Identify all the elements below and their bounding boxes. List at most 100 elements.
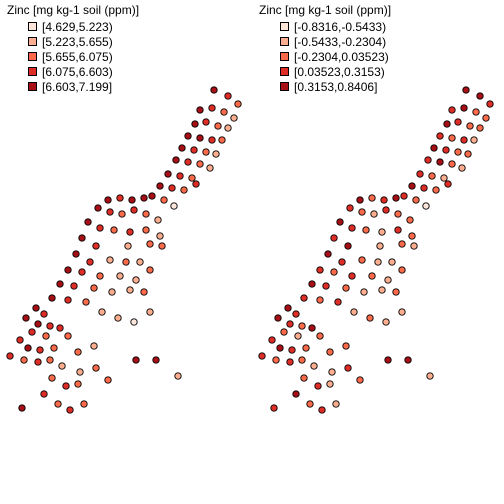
sample-point bbox=[56, 324, 64, 332]
sample-point bbox=[92, 364, 100, 372]
sample-point bbox=[82, 298, 90, 306]
sample-point bbox=[56, 280, 64, 288]
sample-point bbox=[436, 158, 444, 166]
sample-point bbox=[388, 258, 396, 266]
sample-point bbox=[374, 258, 382, 266]
sample-point bbox=[191, 120, 199, 128]
sample-point bbox=[6, 352, 14, 360]
sample-point bbox=[370, 210, 378, 218]
sample-point bbox=[170, 202, 178, 210]
sample-point bbox=[380, 196, 388, 204]
sample-point bbox=[48, 294, 56, 302]
sample-point bbox=[310, 362, 318, 370]
sample-point bbox=[342, 284, 350, 292]
sample-point bbox=[78, 268, 86, 276]
sample-point bbox=[306, 400, 314, 408]
sample-point bbox=[34, 320, 42, 328]
sample-point bbox=[336, 218, 344, 226]
sample-point bbox=[284, 304, 292, 312]
sample-point bbox=[398, 308, 406, 316]
sample-point bbox=[384, 276, 392, 284]
sample-point bbox=[412, 196, 420, 204]
sample-point bbox=[376, 242, 384, 250]
legend-title: Zinc [mg kg-1 soil (ppm)] bbox=[7, 3, 140, 17]
sample-point bbox=[40, 390, 48, 398]
sample-point bbox=[122, 258, 130, 266]
sample-point bbox=[160, 196, 168, 204]
legend-label: [5.223,5.655) bbox=[42, 35, 113, 49]
sample-point bbox=[98, 308, 106, 316]
sample-point bbox=[443, 120, 451, 128]
sample-point bbox=[382, 318, 390, 326]
sample-point bbox=[330, 234, 338, 242]
sample-point bbox=[42, 332, 50, 340]
sample-point bbox=[286, 320, 294, 328]
sample-point bbox=[482, 114, 490, 122]
sample-point bbox=[90, 284, 98, 292]
sample-point bbox=[420, 184, 428, 192]
sample-point bbox=[318, 406, 326, 414]
sample-point bbox=[196, 160, 204, 168]
sample-point bbox=[458, 164, 466, 172]
sample-point bbox=[20, 356, 28, 364]
sample-point bbox=[274, 314, 282, 322]
legend-label: [0.03523,0.3153) bbox=[294, 65, 385, 79]
sample-point bbox=[234, 100, 242, 108]
sample-point bbox=[358, 208, 366, 216]
sample-point bbox=[18, 404, 26, 412]
sample-point bbox=[108, 288, 116, 296]
sample-point bbox=[316, 296, 324, 304]
sample-point bbox=[156, 232, 164, 240]
sample-point bbox=[164, 170, 172, 178]
sample-point bbox=[330, 268, 338, 276]
legend-label: [6.603,7.199] bbox=[42, 80, 113, 94]
sample-point bbox=[154, 216, 162, 224]
legend-label: [-0.8316,-0.5433) bbox=[294, 20, 387, 34]
sample-point bbox=[294, 332, 302, 340]
sample-point bbox=[146, 266, 154, 274]
sample-point bbox=[174, 372, 182, 380]
sample-point bbox=[58, 362, 66, 370]
sample-point bbox=[428, 172, 436, 180]
legend-swatch bbox=[28, 82, 37, 91]
sample-point bbox=[206, 164, 214, 172]
sample-point bbox=[156, 182, 164, 190]
sample-point bbox=[344, 242, 352, 250]
sample-point bbox=[258, 352, 266, 360]
map-panel-zinc-residuals: Zinc [mg kg-1 soil (ppm)] [-0.8316,-0.54… bbox=[252, 0, 504, 504]
sample-point bbox=[472, 108, 480, 116]
legend-label: [6.075,6.603) bbox=[42, 65, 113, 79]
sample-point bbox=[168, 184, 176, 192]
sample-point bbox=[80, 400, 88, 408]
sample-point bbox=[22, 314, 30, 322]
sample-point bbox=[74, 348, 82, 356]
sample-point bbox=[176, 172, 184, 180]
sample-point bbox=[104, 196, 112, 204]
sample-point bbox=[152, 356, 160, 364]
sample-point bbox=[140, 194, 148, 202]
sample-point bbox=[54, 400, 62, 408]
sample-point bbox=[400, 192, 408, 200]
sample-point bbox=[362, 226, 370, 234]
sample-point bbox=[326, 348, 334, 356]
sample-point bbox=[444, 180, 452, 188]
legend-label: [4.629,5.223) bbox=[42, 20, 113, 34]
sample-point bbox=[146, 308, 154, 316]
sample-point bbox=[202, 148, 210, 156]
sample-point bbox=[146, 240, 154, 248]
sample-point bbox=[76, 368, 84, 376]
sample-point bbox=[70, 282, 78, 290]
sample-point bbox=[158, 242, 166, 250]
sample-point bbox=[326, 380, 334, 388]
sample-point bbox=[454, 118, 462, 126]
sample-point bbox=[476, 124, 484, 132]
legend-swatch bbox=[280, 22, 289, 31]
sample-point bbox=[344, 364, 352, 372]
sample-point bbox=[136, 258, 144, 266]
sample-point bbox=[132, 276, 140, 284]
sample-point bbox=[398, 240, 406, 248]
sample-point bbox=[210, 86, 218, 94]
sample-point bbox=[486, 100, 494, 108]
sample-point bbox=[368, 194, 376, 202]
sample-point bbox=[40, 310, 48, 318]
